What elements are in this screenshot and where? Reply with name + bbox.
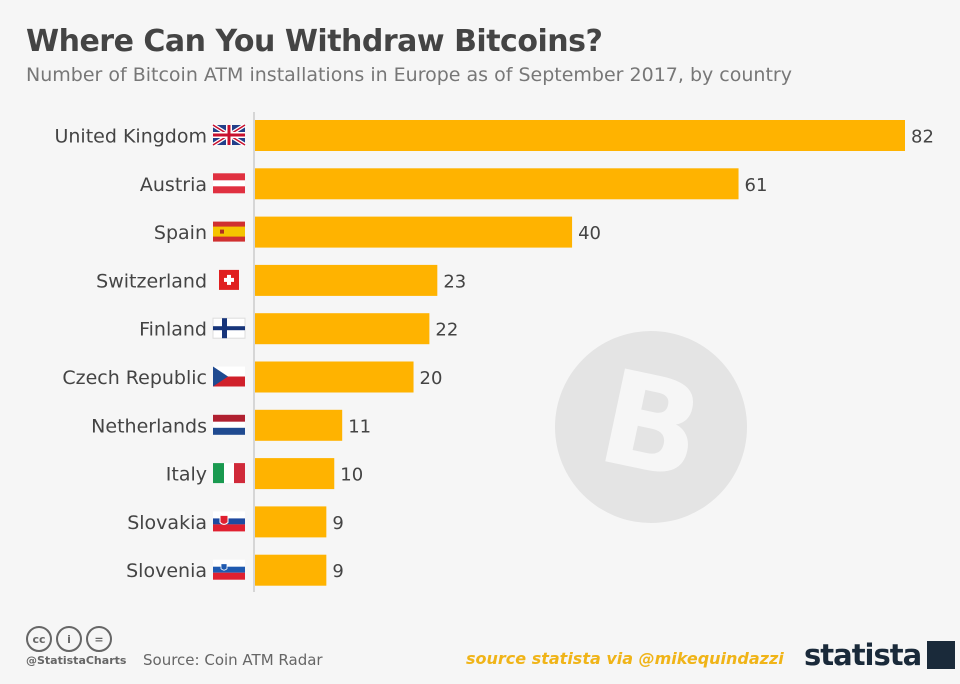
bar: [255, 313, 430, 345]
flag-fi-icon: [212, 317, 246, 339]
value-label: 61: [745, 175, 768, 196]
flag-cz-icon: [213, 366, 245, 387]
category-label: Austria: [140, 174, 207, 196]
flag-gb-icon: [211, 123, 247, 147]
bar: [255, 361, 414, 393]
bar: [255, 554, 327, 586]
category-label: Spain: [154, 222, 207, 244]
value-label: 9: [332, 561, 343, 582]
category-label: Slovenia: [126, 560, 207, 582]
bar: [255, 264, 438, 296]
flag-nl-icon: [213, 414, 245, 435]
category-label: Slovakia: [127, 512, 207, 534]
source-text: Source: Coin ATM Radar: [143, 651, 323, 669]
category-label: Switzerland: [96, 270, 207, 292]
bar: [255, 168, 739, 200]
chart-subtitle: Number of Bitcoin ATM installations in E…: [26, 64, 792, 86]
bar: [255, 409, 343, 441]
value-label: 20: [420, 368, 443, 389]
category-label: Italy: [166, 464, 207, 486]
brand-name: statista: [804, 638, 922, 672]
bar: [255, 506, 327, 538]
flag-it-icon: [213, 463, 245, 484]
value-label: 9: [332, 513, 343, 534]
value-label: 10: [340, 465, 363, 486]
category-label: Finland: [139, 319, 207, 341]
category-label: Netherlands: [91, 415, 207, 437]
cc-icon: cc: [26, 626, 52, 652]
category-label: United Kingdom: [54, 126, 207, 148]
value-label: 11: [348, 416, 371, 437]
category-label: Czech Republic: [62, 367, 207, 389]
flag-si-icon: [213, 559, 245, 580]
by-icon: i: [56, 626, 82, 652]
flag-at-icon: [213, 173, 245, 194]
creative-commons-icons: cc i =: [26, 626, 112, 652]
statista-logo: statista: [804, 638, 956, 672]
value-label: 40: [578, 223, 601, 244]
bar: [255, 216, 573, 248]
value-label: 23: [443, 271, 466, 292]
flag-es-icon: [213, 221, 245, 242]
chart-title: Where Can You Withdraw Bitcoins?: [26, 24, 603, 59]
nd-icon: =: [86, 626, 112, 652]
value-label: 82: [911, 127, 934, 148]
twitter-handle: @StatistaCharts: [26, 654, 127, 667]
bar: [255, 458, 335, 490]
flag-ch-icon: [219, 269, 239, 290]
flag-sk-icon: [213, 511, 245, 532]
statista-logo-icon: [927, 641, 956, 669]
bar: [255, 120, 905, 151]
bitcoin-watermark-icon: B: [555, 331, 747, 523]
value-label: 22: [435, 320, 458, 341]
credit-text: source statista via @mikequindazzi: [466, 649, 784, 668]
